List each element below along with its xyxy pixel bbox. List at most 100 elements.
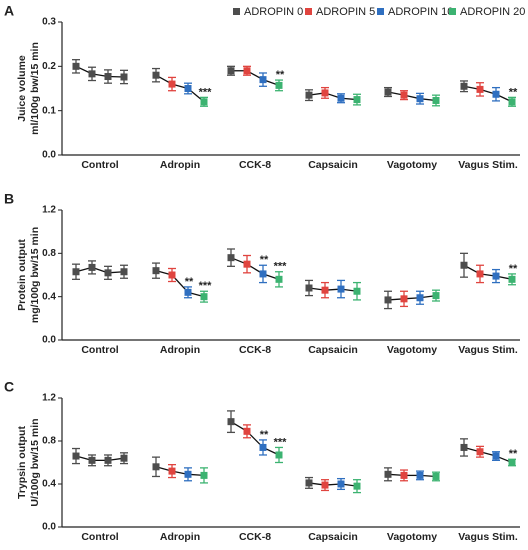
x-tick-label: CCK-8	[239, 159, 271, 171]
significance-label: **	[185, 276, 194, 288]
marker	[200, 471, 208, 479]
x-tick-label: Capsaicin	[308, 531, 358, 543]
marker	[400, 91, 408, 99]
marker	[88, 263, 96, 271]
marker	[275, 275, 283, 283]
significance-label: ***	[274, 261, 288, 273]
marker	[492, 452, 500, 460]
y-tick-label: 0.8	[42, 436, 56, 447]
marker	[200, 98, 208, 106]
panel-letter: A	[4, 3, 14, 19]
y-tick-label: 1.2	[42, 205, 56, 216]
marker	[508, 275, 516, 283]
legend-swatch	[305, 8, 312, 15]
significance-label: **	[509, 86, 518, 98]
marker	[353, 96, 361, 104]
marker	[72, 268, 80, 276]
marker	[72, 452, 80, 460]
marker	[275, 81, 283, 89]
significance-label: **	[276, 69, 285, 81]
y-tick-label: 1.2	[42, 393, 56, 404]
significance-label: **	[509, 448, 518, 460]
x-tick-label: Adropin	[160, 344, 200, 356]
significance-label: ***	[199, 86, 213, 98]
marker	[476, 448, 484, 456]
marker	[460, 443, 468, 451]
x-tick-label: Adropin	[160, 531, 200, 543]
marker	[432, 96, 440, 104]
marker	[337, 480, 345, 488]
marker	[227, 67, 235, 75]
marker	[120, 268, 128, 276]
legend-label: ADROPIN 5	[316, 6, 375, 18]
marker	[492, 90, 500, 98]
marker	[104, 456, 112, 464]
marker	[275, 451, 283, 459]
marker	[243, 67, 251, 75]
marker	[353, 287, 361, 295]
marker	[88, 456, 96, 464]
marker	[305, 479, 313, 487]
marker	[200, 293, 208, 301]
x-tick-label: Control	[81, 531, 118, 543]
marker	[152, 463, 160, 471]
marker	[460, 82, 468, 90]
x-tick-label: Capsaicin	[308, 344, 358, 356]
significance-label: ***	[274, 436, 288, 448]
marker	[508, 98, 516, 106]
x-tick-label: Adropin	[160, 159, 200, 171]
marker	[152, 71, 160, 79]
x-tick-label: Vagus Stim.	[458, 159, 518, 171]
marker	[259, 443, 267, 451]
y-tick-label: 0.4	[42, 479, 56, 490]
marker	[243, 427, 251, 435]
marker	[460, 261, 468, 269]
marker	[400, 471, 408, 479]
legend-label: ADROPIN 20	[460, 6, 525, 18]
significance-label: **	[260, 429, 269, 441]
marker	[305, 284, 313, 292]
marker	[416, 95, 424, 103]
y-axis-label: Trypsin output	[16, 426, 28, 499]
marker	[321, 89, 329, 97]
y-axis-label: ml/100g bw/15 min	[29, 42, 41, 135]
marker	[168, 271, 176, 279]
marker	[432, 292, 440, 300]
y-tick-label: 0.0	[42, 522, 56, 533]
x-tick-label: CCK-8	[239, 531, 271, 543]
x-tick-label: Vagotomy	[387, 531, 437, 543]
marker	[104, 269, 112, 277]
marker	[168, 80, 176, 88]
significance-label: **	[509, 263, 518, 275]
y-axis-label: mg/100g bw/15 min	[29, 227, 41, 323]
x-tick-label: Capsaicin	[308, 159, 358, 171]
marker	[305, 91, 313, 99]
marker	[476, 270, 484, 278]
marker	[416, 294, 424, 302]
x-tick-label: Vagus Stim.	[458, 344, 518, 356]
y-tick-label: 0.2	[42, 61, 56, 72]
marker	[416, 471, 424, 479]
marker	[508, 459, 516, 466]
x-tick-label: Control	[81, 344, 118, 356]
marker	[432, 472, 440, 480]
marker	[120, 454, 128, 462]
y-tick-label: 0.1	[42, 105, 56, 116]
legend-label: ADROPIN 0	[244, 6, 303, 18]
marker	[337, 285, 345, 293]
marker	[152, 267, 160, 275]
legend-swatch	[233, 8, 240, 15]
panel-letter: C	[4, 379, 14, 395]
marker	[243, 260, 251, 268]
marker	[259, 270, 267, 278]
x-tick-label: Control	[81, 159, 118, 171]
marker	[476, 85, 484, 93]
marker	[384, 296, 392, 304]
marker	[400, 295, 408, 303]
x-tick-label: Vagus Stim.	[458, 531, 518, 543]
marker	[321, 481, 329, 489]
x-tick-label: Vagotomy	[387, 344, 437, 356]
marker	[259, 76, 267, 84]
y-tick-label: 0.4	[42, 291, 56, 302]
